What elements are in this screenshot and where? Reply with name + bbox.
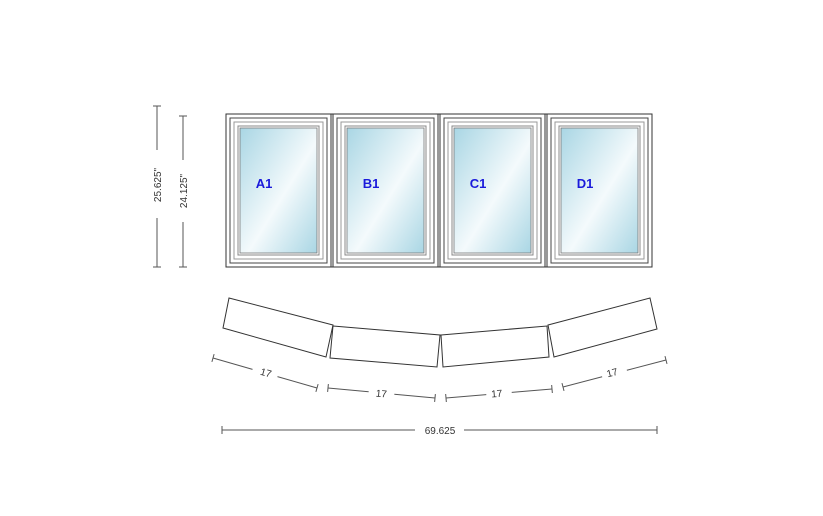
- segment-label: 17: [375, 389, 388, 401]
- plan-view: [222, 297, 658, 368]
- overall-height-label: 25.625": [153, 167, 164, 202]
- glass-pane: [346, 127, 425, 254]
- segment-dimension: 17: [561, 356, 668, 391]
- overall-height-dimension: 25.625": [153, 105, 164, 268]
- segment-label: 17: [259, 367, 273, 381]
- window-elevation: A1 B1 C1 D1: [225, 113, 653, 268]
- plan-panel-b1: [329, 325, 441, 368]
- plan-panel-c1: [440, 325, 550, 368]
- segment-label: 17: [606, 367, 620, 381]
- glass-pane: [239, 127, 318, 254]
- plan-panel-d1: [547, 297, 658, 358]
- unit-label: A1: [256, 176, 273, 191]
- unit-label: C1: [470, 176, 487, 191]
- overall-width-dimension: 69.625: [221, 426, 658, 437]
- sash-height-dimension: 24.125": [179, 115, 190, 268]
- window-unit[interactable]: C1: [439, 113, 546, 268]
- sash-height-label: 24.125": [179, 173, 190, 208]
- segment-dimension: 17: [445, 384, 553, 403]
- window-unit[interactable]: D1: [546, 113, 653, 268]
- unit-label: D1: [577, 176, 594, 191]
- window-unit[interactable]: A1: [225, 113, 332, 268]
- plan-panel-a1: [222, 297, 334, 358]
- glass-pane: [560, 127, 639, 254]
- window-unit[interactable]: B1: [332, 113, 439, 268]
- segment-label: 17: [491, 389, 503, 401]
- segment-dimensions: 17 17 17 17: [211, 354, 668, 403]
- glass-pane: [453, 127, 532, 254]
- unit-label: B1: [363, 176, 380, 191]
- segment-dimension: 17: [327, 383, 436, 403]
- overall-width-label: 69.625: [425, 426, 456, 437]
- segment-dimension: 17: [211, 354, 319, 392]
